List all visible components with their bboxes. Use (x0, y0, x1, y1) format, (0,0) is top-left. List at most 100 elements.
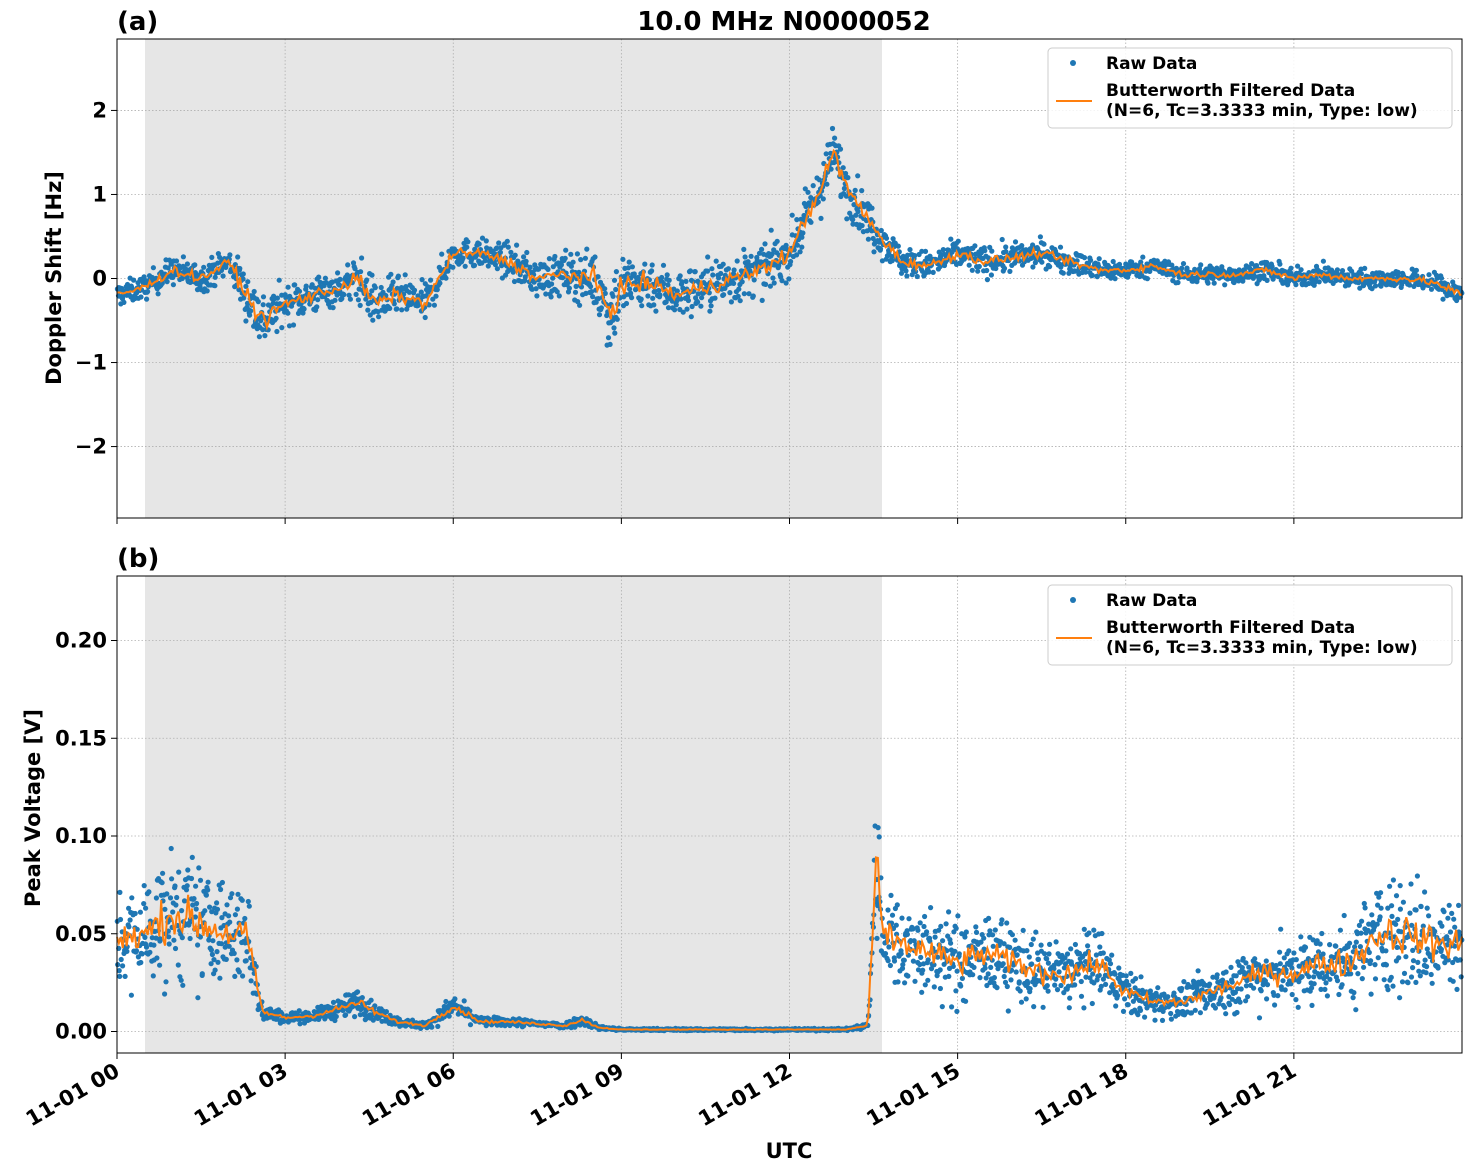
raw-data-point (889, 912, 896, 918)
raw-data-point (938, 923, 944, 930)
raw-data-point (240, 276, 246, 282)
raw-data-point (138, 959, 144, 966)
raw-data-point (1138, 259, 1144, 265)
x-tick-label: 11-01 06 (358, 1059, 460, 1132)
raw-data-point (1097, 944, 1103, 950)
raw-data-point (852, 187, 858, 193)
raw-data-point (426, 302, 432, 308)
raw-data-point (1428, 286, 1435, 292)
raw-data-point (1144, 276, 1150, 282)
raw-data-point (215, 959, 221, 965)
raw-data-point (798, 216, 804, 222)
y-tick-label: −1 (75, 351, 107, 375)
raw-data-point (1138, 974, 1144, 980)
raw-data-point (315, 297, 321, 303)
raw-data-point (1033, 929, 1039, 935)
raw-data-point (1168, 1010, 1174, 1017)
raw-data-point (343, 1012, 349, 1018)
raw-data-point (124, 948, 130, 955)
raw-data-point (218, 886, 224, 893)
raw-data-point (1322, 986, 1328, 993)
raw-data-point (889, 253, 895, 260)
raw-data-point (1403, 954, 1409, 960)
raw-data-point (748, 253, 754, 259)
raw-data-point (874, 935, 880, 942)
raw-data-point (708, 303, 714, 309)
raw-data-point (582, 255, 589, 261)
raw-data-point (802, 186, 808, 192)
raw-data-point (546, 256, 553, 262)
raw-data-point (763, 281, 769, 287)
raw-data-point (943, 921, 949, 927)
raw-data-point (1424, 964, 1430, 970)
raw-data-point (1115, 993, 1121, 999)
raw-data-point (201, 264, 207, 270)
raw-data-point (1120, 1008, 1127, 1015)
raw-data-point (1385, 987, 1391, 993)
raw-data-point (411, 287, 418, 293)
raw-data-point (242, 915, 248, 922)
raw-data-point (566, 285, 573, 291)
raw-data-point (1223, 969, 1229, 975)
raw-data-point (1095, 263, 1102, 269)
raw-data-point (406, 289, 412, 295)
raw-data-point (192, 262, 198, 268)
raw-data-point (1317, 941, 1323, 947)
raw-data-point (1031, 1004, 1037, 1010)
raw-data-point (422, 314, 428, 321)
raw-data-point (210, 938, 216, 944)
raw-data-point (483, 238, 489, 244)
raw-data-point (236, 287, 242, 293)
raw-data-point (1320, 951, 1326, 957)
raw-data-point (689, 303, 695, 310)
raw-data-point (1277, 261, 1283, 267)
raw-data-point (1072, 941, 1078, 948)
raw-data-point (898, 270, 905, 276)
raw-data-point (894, 902, 900, 908)
raw-data-point (598, 305, 605, 311)
raw-data-point (954, 968, 960, 974)
raw-data-point (1306, 974, 1312, 980)
raw-data-point (699, 295, 705, 301)
raw-data-point (1066, 1005, 1072, 1011)
raw-data-point (203, 892, 209, 898)
raw-data-point (314, 304, 320, 310)
raw-data-point (1337, 927, 1343, 933)
raw-data-point (946, 973, 952, 980)
raw-data-point (248, 978, 254, 984)
raw-data-point (829, 125, 836, 132)
raw-data-point (290, 322, 297, 328)
raw-data-point (335, 270, 341, 276)
raw-data-point (797, 249, 803, 255)
raw-data-point (1362, 905, 1368, 911)
raw-data-point (399, 307, 405, 313)
raw-data-point (244, 300, 251, 306)
raw-data-point (664, 272, 670, 278)
raw-data-point (914, 273, 920, 280)
raw-data-point (716, 275, 722, 281)
raw-data-point (303, 283, 309, 289)
raw-data-point (142, 934, 148, 941)
raw-data-point (309, 282, 315, 288)
raw-data-point (1358, 930, 1364, 936)
raw-data-point (1293, 997, 1299, 1003)
raw-data-point (1179, 265, 1185, 271)
raw-data-point (1229, 979, 1235, 985)
raw-data-point (173, 258, 180, 264)
raw-data-point (1222, 1004, 1228, 1010)
raw-data-point (623, 300, 630, 307)
raw-data-point (131, 277, 137, 283)
raw-data-point (180, 254, 186, 260)
raw-data-point (292, 282, 298, 288)
raw-data-point (1099, 930, 1105, 937)
raw-data-point (243, 283, 249, 289)
raw-data-point (346, 292, 352, 298)
raw-data-point (1361, 900, 1367, 907)
raw-data-point (903, 268, 909, 274)
raw-data-point (1016, 979, 1022, 985)
raw-data-point (595, 296, 602, 302)
raw-data-point (613, 269, 620, 275)
raw-data-point (962, 934, 968, 940)
raw-data-point (147, 949, 153, 955)
